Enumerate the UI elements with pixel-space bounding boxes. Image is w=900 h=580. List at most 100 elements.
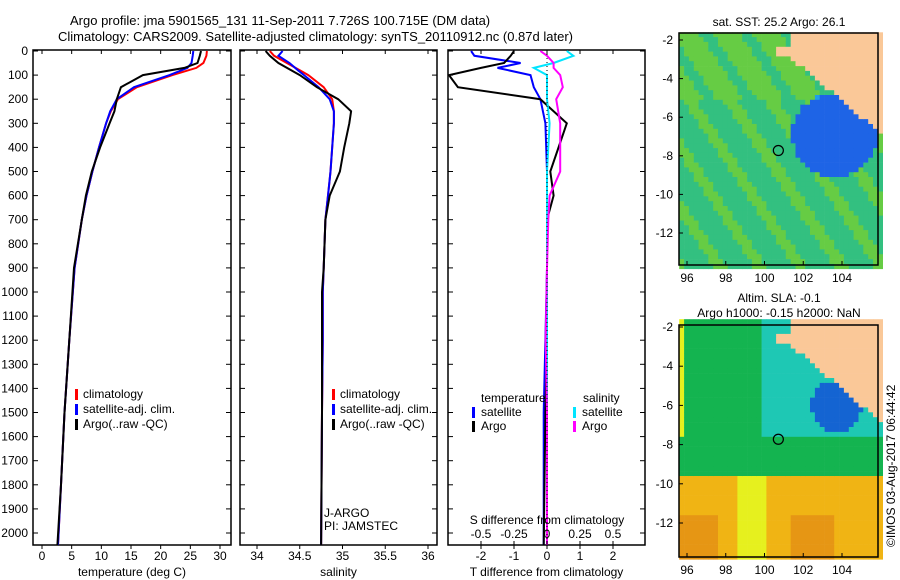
map-cell bbox=[718, 480, 724, 487]
map-cell bbox=[756, 56, 762, 62]
map-cell bbox=[785, 319, 791, 325]
map-cell bbox=[747, 172, 753, 178]
map-cell bbox=[839, 343, 845, 349]
map-cell bbox=[790, 427, 796, 433]
map-cell bbox=[766, 95, 772, 101]
legend-label: Argo(..raw -QC) bbox=[340, 417, 425, 431]
map-cell bbox=[853, 259, 859, 265]
map-cell bbox=[853, 234, 859, 241]
map-cell bbox=[819, 90, 825, 96]
map-cell bbox=[790, 466, 796, 472]
map-cell bbox=[766, 177, 772, 183]
map-cell bbox=[722, 162, 728, 168]
map-cell bbox=[848, 402, 854, 408]
map-cell bbox=[853, 373, 859, 379]
x2-tick-label: 0 bbox=[544, 527, 551, 541]
map-cell bbox=[693, 152, 699, 159]
map-cell bbox=[703, 133, 709, 139]
map-cell bbox=[747, 446, 753, 452]
map-cell bbox=[853, 387, 859, 393]
map-cell bbox=[824, 181, 830, 188]
map-cell bbox=[805, 162, 811, 168]
map-cell bbox=[810, 191, 816, 197]
map-cell bbox=[693, 353, 699, 359]
map-cell bbox=[839, 480, 845, 487]
map-cell bbox=[776, 186, 782, 192]
map-cell bbox=[810, 466, 816, 472]
map-cell bbox=[703, 436, 709, 442]
map-cell bbox=[785, 549, 791, 555]
map-cell bbox=[858, 471, 864, 477]
map-cell bbox=[853, 471, 859, 477]
map-cell bbox=[737, 225, 743, 231]
map-cell bbox=[693, 397, 699, 403]
map-cell bbox=[853, 186, 859, 192]
map-cell bbox=[863, 387, 869, 393]
map-cell bbox=[766, 397, 772, 403]
map-cell bbox=[732, 51, 738, 57]
map-cell bbox=[795, 143, 801, 149]
map-cell bbox=[834, 510, 840, 516]
map-cell bbox=[756, 471, 762, 477]
map-cell bbox=[873, 95, 879, 101]
map-cell bbox=[848, 549, 854, 555]
map-cell bbox=[790, 41, 796, 48]
map-cell bbox=[819, 456, 825, 462]
map-cell bbox=[703, 263, 709, 270]
map-cell bbox=[688, 373, 695, 379]
map-cell bbox=[790, 500, 796, 506]
map-cell bbox=[805, 466, 811, 472]
map-cell bbox=[781, 70, 787, 77]
map-cell bbox=[766, 239, 772, 245]
map-cell bbox=[790, 422, 796, 428]
map-cell bbox=[688, 378, 695, 384]
map-cell bbox=[732, 392, 738, 398]
map-cell bbox=[761, 138, 767, 144]
map-cell bbox=[819, 104, 825, 110]
map-cell bbox=[829, 61, 835, 67]
map-cell bbox=[718, 505, 724, 511]
map-cell bbox=[751, 407, 758, 413]
map-cell bbox=[679, 368, 685, 374]
map-cell bbox=[756, 104, 762, 110]
map-cell bbox=[679, 338, 685, 344]
map-cell bbox=[834, 495, 840, 501]
map-cell bbox=[708, 37, 714, 43]
map-cell bbox=[800, 436, 806, 442]
map-cell bbox=[684, 51, 690, 57]
map-cell bbox=[839, 476, 845, 482]
map-cell bbox=[868, 75, 874, 81]
map-cell bbox=[761, 109, 767, 115]
map-cell bbox=[698, 505, 704, 511]
map-cell bbox=[708, 230, 714, 236]
map-cell bbox=[684, 363, 690, 369]
map-cell bbox=[693, 244, 699, 250]
map-cell bbox=[761, 368, 767, 374]
legend-swatch bbox=[332, 389, 335, 400]
map-cell bbox=[761, 446, 767, 452]
map-cell bbox=[776, 451, 782, 457]
map-cell bbox=[751, 148, 758, 154]
map-cell bbox=[713, 402, 719, 408]
map-cell bbox=[732, 254, 738, 260]
map-cell bbox=[790, 441, 796, 447]
map-cell bbox=[718, 392, 724, 398]
map-cell bbox=[814, 90, 821, 96]
map-cell bbox=[703, 446, 709, 452]
map-cell bbox=[848, 90, 854, 96]
map-cell bbox=[839, 505, 845, 511]
map-cell bbox=[790, 333, 796, 340]
map-cell bbox=[751, 358, 758, 364]
map-cell bbox=[698, 333, 704, 340]
map-cell bbox=[708, 529, 714, 536]
map-cell bbox=[722, 324, 728, 330]
map-cell bbox=[819, 230, 825, 236]
map-cell bbox=[814, 172, 821, 178]
map-cell bbox=[853, 114, 859, 120]
map-cell bbox=[873, 259, 879, 265]
legend-swatch bbox=[472, 421, 475, 432]
map-cell bbox=[795, 220, 801, 226]
map-cell bbox=[751, 167, 758, 173]
map-cell bbox=[819, 539, 825, 545]
map-cell bbox=[877, 397, 883, 403]
